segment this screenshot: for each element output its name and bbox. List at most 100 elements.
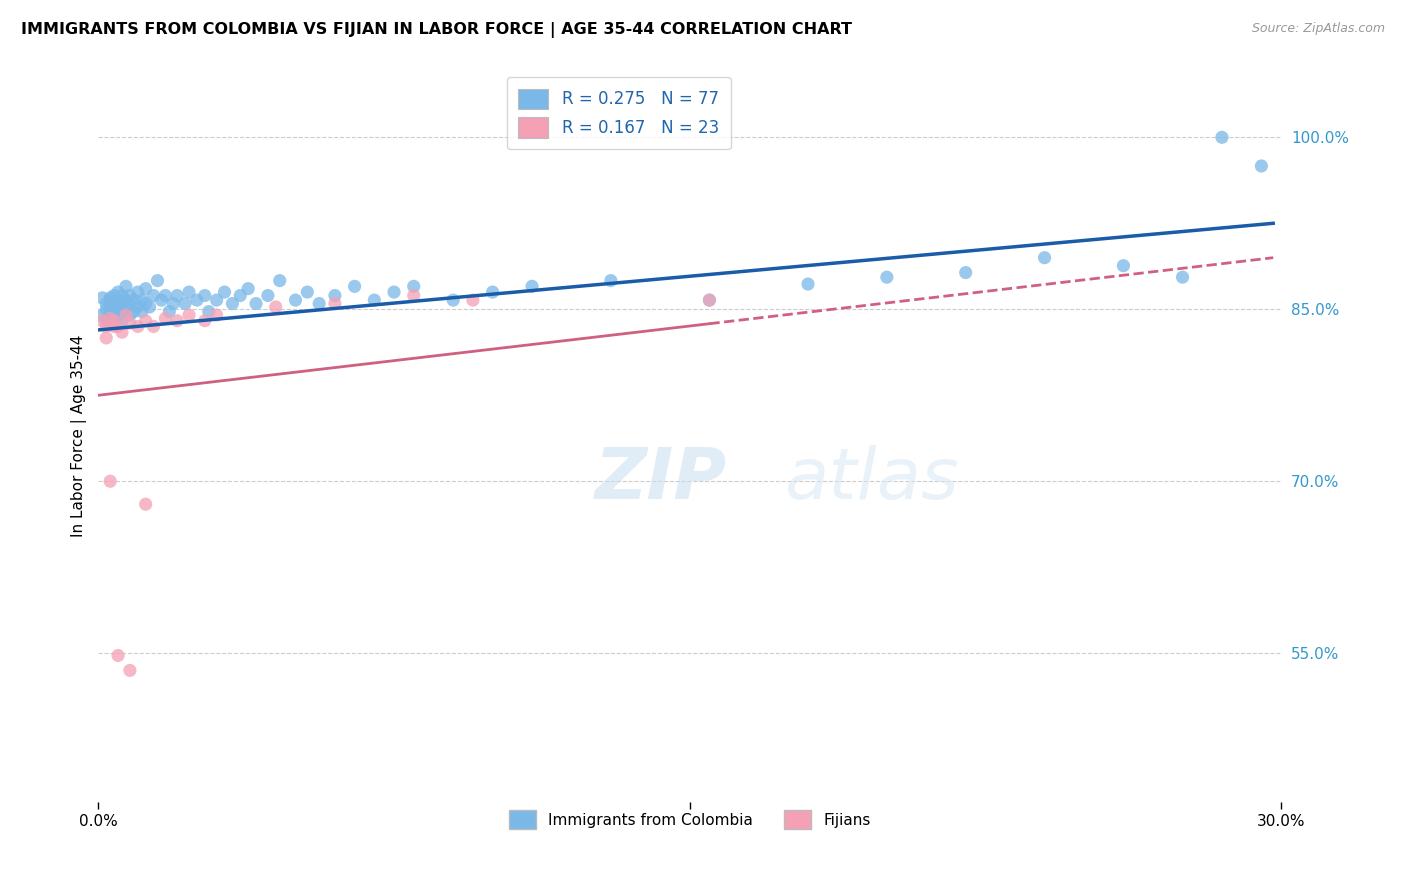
Point — [96, 314, 118, 328]
Point — [520, 279, 543, 293]
Point — [441, 293, 464, 307]
Point — [107, 319, 129, 334]
Y-axis label: In Labor Force | Age 35-44: In Labor Force | Age 35-44 — [72, 334, 87, 537]
Point — [699, 293, 721, 307]
Point — [402, 279, 425, 293]
Point — [269, 274, 291, 288]
Point — [107, 308, 129, 322]
Point — [111, 304, 134, 318]
Point — [197, 304, 219, 318]
Point — [98, 308, 121, 322]
Point — [155, 288, 177, 302]
Point — [1171, 270, 1194, 285]
Point — [91, 291, 114, 305]
Point — [323, 288, 346, 302]
Text: IMMIGRANTS FROM COLOMBIA VS FIJIAN IN LABOR FORCE | AGE 35-44 CORRELATION CHART: IMMIGRANTS FROM COLOMBIA VS FIJIAN IN LA… — [21, 22, 852, 38]
Point — [205, 308, 228, 322]
Point — [103, 314, 125, 328]
Point — [107, 293, 129, 307]
Text: atlas: atlas — [785, 445, 959, 514]
Point — [174, 296, 197, 310]
Point — [96, 319, 118, 334]
Point — [177, 285, 200, 299]
Point — [264, 300, 287, 314]
Point — [481, 285, 503, 299]
Point — [214, 285, 236, 299]
Point — [194, 288, 217, 302]
Point — [245, 296, 267, 310]
Text: Source: ZipAtlas.com: Source: ZipAtlas.com — [1251, 22, 1385, 36]
Point — [157, 304, 180, 318]
Point — [135, 282, 157, 296]
Point — [186, 293, 208, 307]
Point — [127, 300, 149, 314]
Point — [115, 300, 138, 314]
Point — [382, 285, 405, 299]
Point — [177, 308, 200, 322]
Point — [308, 296, 330, 310]
Point — [284, 293, 307, 307]
Point — [166, 314, 188, 328]
Point — [699, 293, 721, 307]
Point — [205, 293, 228, 307]
Legend: Immigrants from Colombia, Fijians: Immigrants from Colombia, Fijians — [502, 804, 877, 835]
Point — [111, 325, 134, 339]
Point — [131, 293, 153, 307]
Point — [103, 314, 125, 328]
Point — [103, 319, 125, 334]
Point — [118, 308, 141, 322]
Point — [138, 300, 160, 314]
Point — [122, 293, 145, 307]
Point — [115, 308, 138, 322]
Point — [115, 279, 138, 293]
Point — [127, 319, 149, 334]
Point — [402, 288, 425, 302]
Point — [111, 314, 134, 328]
Point — [194, 314, 217, 328]
Point — [162, 296, 184, 310]
Point — [363, 293, 385, 307]
Point — [155, 311, 177, 326]
Point — [146, 274, 169, 288]
Point — [115, 293, 138, 307]
Point — [103, 288, 125, 302]
Point — [96, 331, 118, 345]
Point — [135, 296, 157, 310]
Point — [96, 302, 118, 317]
Point — [135, 314, 157, 328]
Point — [1250, 159, 1272, 173]
Point — [98, 291, 121, 305]
Point — [1211, 130, 1233, 145]
Point — [118, 316, 141, 330]
Point — [955, 266, 977, 280]
Point — [343, 279, 366, 293]
Point — [122, 304, 145, 318]
Point — [98, 311, 121, 326]
Point — [91, 314, 114, 328]
Point — [118, 296, 141, 310]
Point — [221, 296, 243, 310]
Point — [96, 296, 118, 310]
Point — [98, 475, 121, 489]
Point — [111, 296, 134, 310]
Point — [797, 277, 820, 291]
Point — [461, 293, 484, 307]
Point — [238, 282, 260, 296]
Point — [150, 293, 173, 307]
Point — [111, 288, 134, 302]
Point — [107, 648, 129, 663]
Point — [107, 302, 129, 317]
Point — [107, 285, 129, 299]
Point — [98, 300, 121, 314]
Point — [1033, 251, 1056, 265]
Point — [876, 270, 898, 285]
Point — [257, 288, 280, 302]
Point — [142, 319, 165, 334]
Text: ZIP: ZIP — [595, 445, 727, 514]
Point — [323, 296, 346, 310]
Point — [91, 308, 114, 322]
Point — [131, 304, 153, 318]
Point — [229, 288, 252, 302]
Point — [127, 285, 149, 299]
Point — [98, 293, 121, 307]
